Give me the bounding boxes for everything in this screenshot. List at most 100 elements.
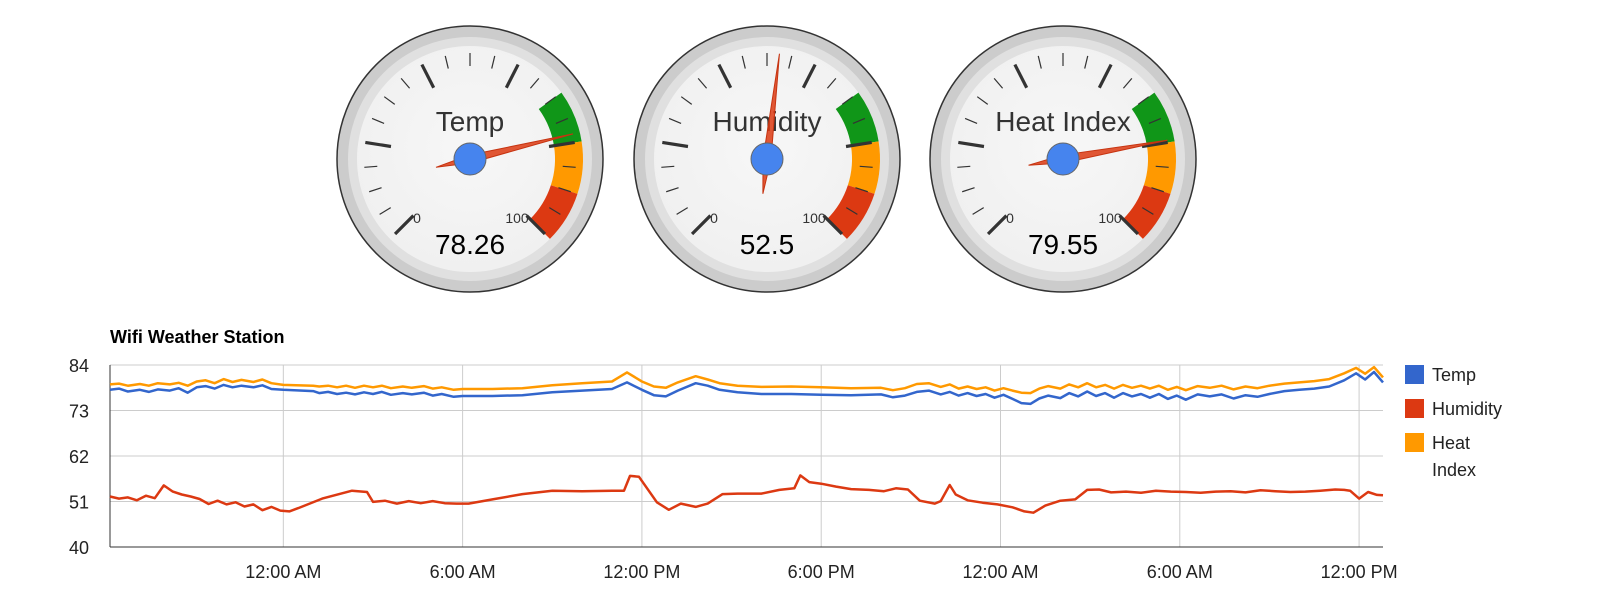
gauge-minor-tick	[680, 96, 693, 105]
gauge-minor-tick	[993, 78, 1004, 89]
gauge-minor-tick	[379, 207, 392, 215]
gauge-minor-tick	[371, 117, 385, 124]
x-tick-label: 12:00 AM	[962, 562, 1038, 582]
gauge-minor-tick	[972, 207, 985, 215]
gauge-minor-tick	[668, 117, 682, 124]
gauge-title: Heat Index	[995, 106, 1130, 137]
gauge-needle-hub	[453, 142, 487, 176]
legend-swatch	[1405, 433, 1424, 452]
gauge-max-label: 100	[505, 210, 529, 226]
gauge-min-label: 0	[413, 210, 421, 226]
gauge-minor-tick	[697, 78, 708, 89]
legend-swatch	[1405, 365, 1424, 384]
gauge-minor-tick	[1155, 165, 1169, 168]
gauge-major-tick	[393, 214, 415, 236]
gauge-title: Temp	[436, 106, 504, 137]
legend-label: Temp	[1432, 365, 1476, 385]
x-tick-label: 6:00 AM	[430, 562, 496, 582]
x-tick-label: 12:00 PM	[603, 562, 680, 582]
gauge-minor-tick	[676, 207, 689, 215]
gauge-minor-tick	[544, 96, 557, 105]
gauge-minor-tick	[400, 78, 411, 89]
chart-title: Wifi Weather Station	[110, 327, 285, 347]
x-tick-label: 6:00 PM	[788, 562, 855, 582]
series-line-humidity	[109, 474, 1384, 514]
gauge-major-tick	[504, 63, 520, 89]
gauge-needle-hub	[1046, 142, 1080, 176]
gauge-minor-tick	[1137, 96, 1150, 105]
gauge-minor-tick	[826, 78, 837, 89]
y-tick-label: 84	[69, 356, 89, 376]
gauge-minor-tick	[845, 207, 858, 215]
gauge-band-2	[530, 185, 578, 239]
gauge-band-2	[1123, 185, 1171, 239]
gauge-min-label: 0	[710, 210, 718, 226]
gauge-minor-tick	[444, 55, 449, 69]
gauge-major-tick	[1013, 63, 1029, 89]
gauge-value: 52.5	[740, 229, 795, 260]
gauge-minor-tick	[788, 55, 793, 69]
gauge-band-1	[550, 141, 583, 194]
gauge-heat-index: 0 100 Heat Index 79.55	[929, 25, 1197, 293]
gauge-temp: 0 100 Temp 78.26	[336, 25, 604, 293]
gauge-major-tick	[1141, 140, 1168, 149]
gauge-major-tick	[717, 63, 733, 89]
gauge-minor-tick	[1037, 55, 1042, 69]
gauge-minor-tick	[1141, 207, 1154, 215]
series-line-heat-index	[109, 365, 1384, 395]
gauge-major-tick	[822, 214, 844, 236]
legend-label: Heat Index	[1432, 433, 1476, 480]
gauge-major-tick	[1097, 63, 1113, 89]
gauge-minor-tick	[741, 55, 746, 69]
gauge-minor-tick	[1084, 55, 1089, 69]
gauge-band-0	[835, 92, 879, 146]
gauge-minor-tick	[957, 165, 971, 168]
gauge-minor-tick	[491, 55, 496, 69]
gauge-minor-tick	[562, 165, 576, 168]
gauge-major-tick	[1118, 214, 1140, 236]
gauge-major-tick	[525, 214, 547, 236]
gauge-value: 78.26	[435, 229, 505, 260]
weather-line-chart: Wifi Weather Station 40 51 62 73 84 12:00 AM 6:…	[69, 327, 1502, 582]
gauge-minor-tick	[964, 117, 978, 124]
legend-swatch	[1405, 399, 1424, 418]
gauge-major-tick	[548, 140, 575, 149]
gauge-max-label: 100	[802, 210, 826, 226]
gauge-band-1	[847, 141, 880, 194]
gauge-band-0	[538, 92, 582, 146]
gauge-major-tick	[690, 214, 712, 236]
gauge-minor-tick	[841, 96, 854, 105]
gauge-minor-tick	[855, 187, 868, 193]
gauge-major-tick	[365, 140, 392, 149]
y-tick-label: 73	[69, 402, 89, 422]
y-tick-label: 62	[69, 447, 89, 467]
y-tick-label: 40	[69, 538, 89, 558]
gauge-value: 79.55	[1028, 229, 1098, 260]
gauge-major-tick	[662, 140, 689, 149]
gauge-minor-tick	[859, 165, 873, 168]
gauge-minor-tick	[1148, 117, 1162, 124]
gauge-major-tick	[958, 140, 985, 149]
y-tick-label: 51	[69, 493, 89, 513]
gauge-needle-hub	[750, 142, 784, 176]
gauge-minor-tick	[558, 187, 571, 193]
gauge-minor-tick	[852, 117, 866, 124]
gauge-band-0	[1131, 92, 1175, 146]
gauge-minor-tick	[364, 165, 378, 168]
gauge-minor-tick	[962, 187, 975, 193]
gauge-minor-tick	[529, 78, 540, 89]
legend-label: Humidity	[1432, 399, 1502, 419]
gauge-major-tick	[845, 140, 872, 149]
gauge-minor-tick	[1122, 78, 1133, 89]
gauge-max-label: 100	[1098, 210, 1122, 226]
x-tick-label: 6:00 AM	[1147, 562, 1213, 582]
gauge-minor-tick	[661, 165, 675, 168]
gauge-major-tick	[801, 63, 817, 89]
series-line-temp	[109, 370, 1384, 406]
x-tick-label: 12:00 AM	[245, 562, 321, 582]
gauge-band-1	[1143, 141, 1176, 194]
gauge-minor-tick	[383, 96, 396, 105]
gauge-minor-tick	[369, 187, 382, 193]
gauge-min-label: 0	[1006, 210, 1014, 226]
